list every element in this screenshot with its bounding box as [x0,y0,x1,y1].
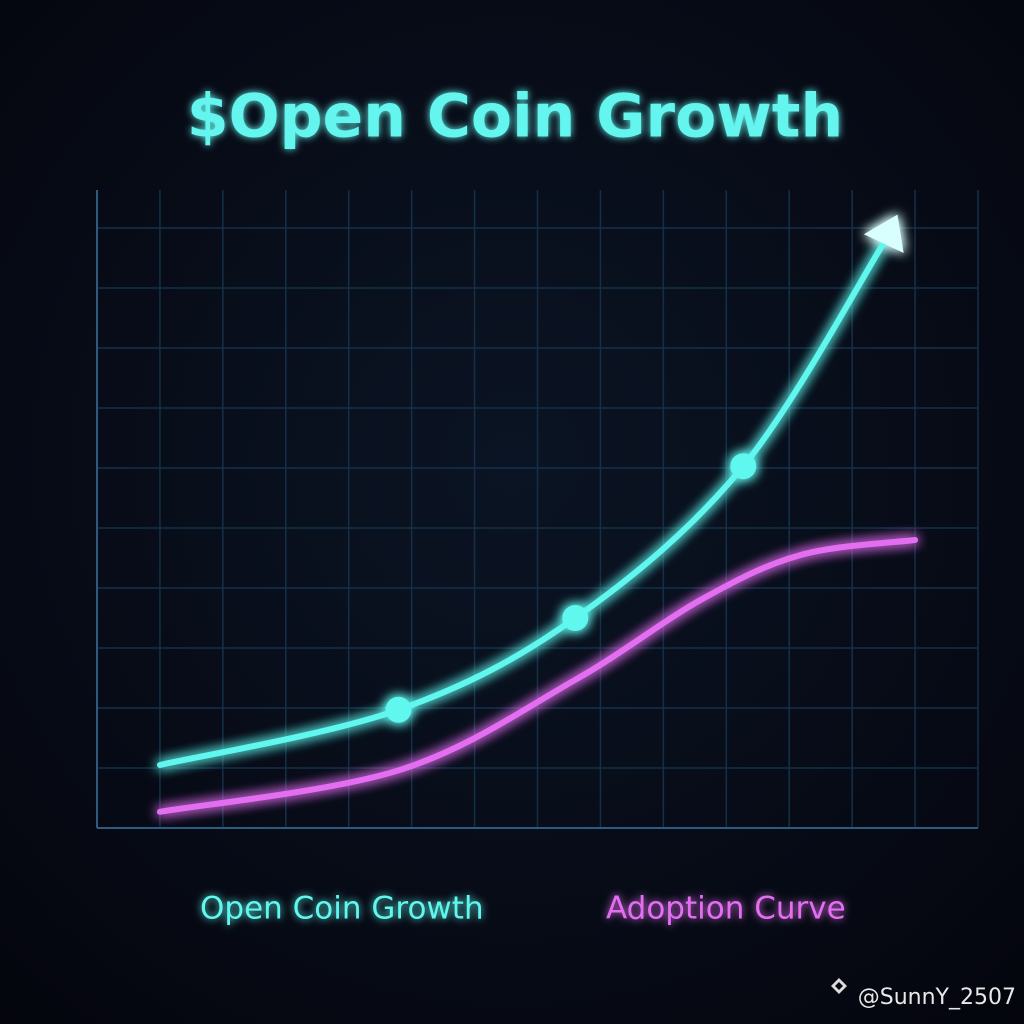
series [156,537,919,815]
watermark-icon [831,978,847,994]
marker [562,605,589,631]
chart-title: $Open Coin Growth [187,82,843,152]
marker [385,696,412,723]
legend-label: Open Coin Growth [200,891,484,927]
plot [156,214,919,815]
series [156,214,904,768]
arrow-head [863,214,904,254]
line [156,537,919,815]
watermark: @SunnY_2507 [858,985,1016,1010]
legend-label: Adoption Curve [606,891,846,927]
marker [730,453,757,480]
grid [96,190,979,829]
legend: Open Coin Growth Adoption Curve [160,891,846,927]
